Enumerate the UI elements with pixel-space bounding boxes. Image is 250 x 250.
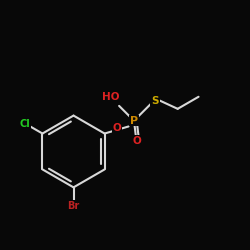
Text: Br: Br bbox=[68, 200, 80, 210]
Text: S: S bbox=[151, 96, 159, 106]
Text: Cl: Cl bbox=[20, 120, 30, 130]
Text: P: P bbox=[130, 116, 138, 126]
Text: O: O bbox=[112, 123, 121, 133]
Text: O: O bbox=[132, 136, 141, 145]
Text: HO: HO bbox=[102, 92, 119, 102]
